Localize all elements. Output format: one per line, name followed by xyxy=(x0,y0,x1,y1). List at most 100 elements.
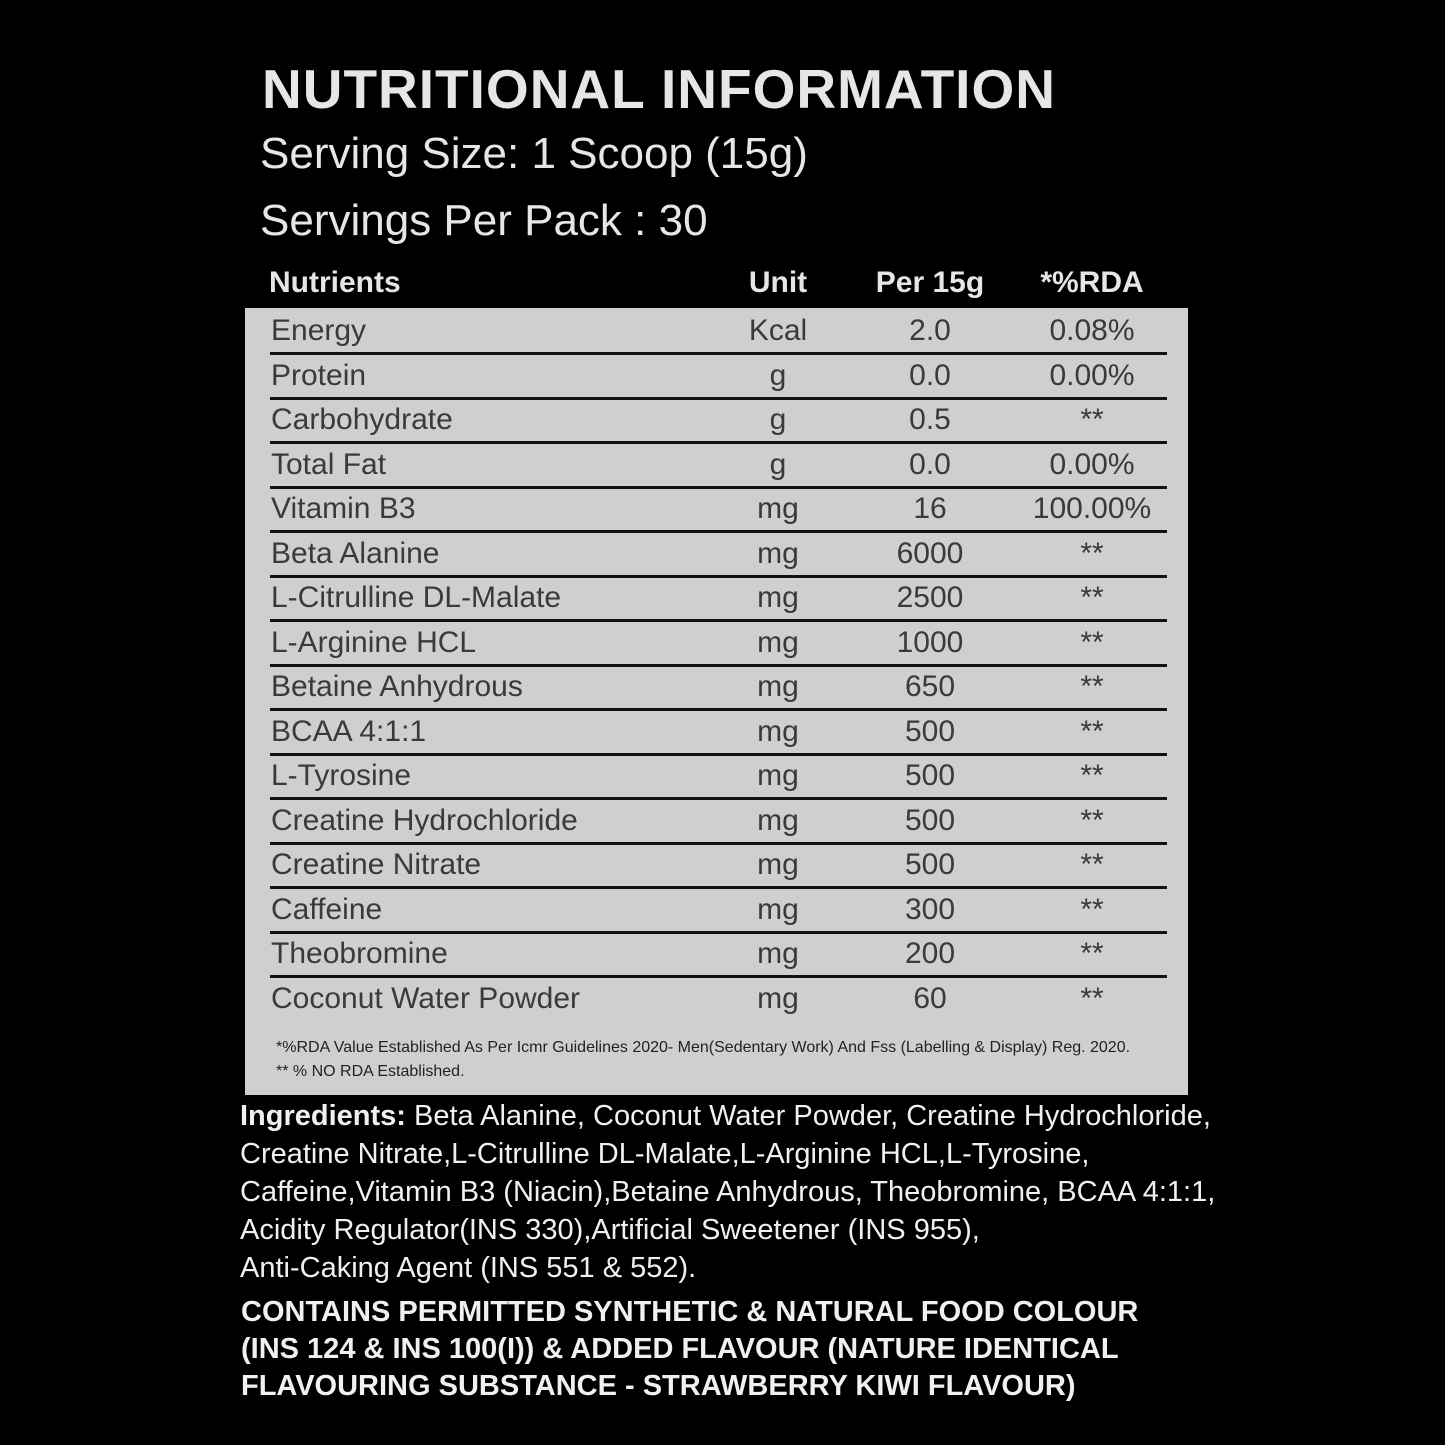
nutrient-name: BCAA 4:1:1 xyxy=(271,714,427,748)
table-cell: 2.0 xyxy=(909,314,951,347)
footnote: ** % NO RDA Established. xyxy=(276,1063,465,1080)
table-cell: 500 xyxy=(904,848,956,881)
nutrient-name: Beta Alanine xyxy=(271,536,440,570)
table-cell: mg xyxy=(757,492,799,525)
nutrient-name: Energy xyxy=(271,314,367,347)
table-cell: mg xyxy=(757,759,799,792)
table-cell: ** xyxy=(1080,536,1104,570)
table-cell: g xyxy=(769,403,787,436)
table-cell: 300 xyxy=(904,892,956,926)
nutrient-name: Betaine Anhydrous xyxy=(271,670,523,703)
nutrient-name: Theobromine xyxy=(271,937,448,970)
table-cell: ** xyxy=(1080,981,1104,1015)
ingredients-line: Creatine Nitrate,L-Citrulline DL-Malate,… xyxy=(240,1140,1089,1169)
table-cell: 1000 xyxy=(896,625,964,659)
table-cell: 0.08% xyxy=(1049,314,1135,347)
row-rule xyxy=(270,663,1167,667)
nutrient-name: Creatine Hydrochloride xyxy=(271,803,578,837)
ingredients-line: Ingredients: Beta Alanine, Coconut Water… xyxy=(240,1102,1211,1131)
servings-per-pack: Servings Per Pack : 30 xyxy=(260,196,708,245)
ingredients-label: Ingredients: xyxy=(240,1100,406,1132)
table-cell: 60 xyxy=(913,981,947,1015)
table-cell: 0.00% xyxy=(1049,358,1135,392)
table-cell: mg xyxy=(757,892,799,926)
table-cell: ** xyxy=(1080,714,1104,748)
row-rule xyxy=(270,352,1167,355)
row-rule xyxy=(270,930,1167,934)
row-rule xyxy=(270,441,1167,444)
contains-line: FLAVOURING SUBSTANCE - STRAWBERRY KIWI F… xyxy=(241,1370,1076,1402)
table-panel xyxy=(245,308,1188,1095)
table-cell: 500 xyxy=(904,759,956,792)
column-header: Nutrients xyxy=(269,266,401,299)
ingredients-line: Caffeine,Vitamin B3 (Niacin),Betaine Anh… xyxy=(240,1178,1215,1207)
table-cell: 0.00% xyxy=(1049,447,1135,481)
table-cell: mg xyxy=(757,536,799,570)
table-cell: mg xyxy=(757,670,799,703)
row-rule xyxy=(270,886,1167,889)
nutrient-name: Carbohydrate xyxy=(271,403,453,436)
table-cell: Kcal xyxy=(748,314,808,347)
table-cell: 0.0 xyxy=(909,447,951,481)
table-cell: ** xyxy=(1080,670,1104,703)
nutrient-name: L-Citrulline DL-Malate xyxy=(271,581,562,614)
table-cell: ** xyxy=(1080,803,1104,837)
table-cell: 6000 xyxy=(896,536,964,570)
table-cell: 0.5 xyxy=(909,403,951,436)
row-rule xyxy=(270,797,1167,800)
table-cell: ** xyxy=(1080,848,1104,881)
column-header: Per 15g xyxy=(875,266,985,299)
table-cell: 0.0 xyxy=(909,358,951,392)
table-cell: mg xyxy=(757,625,799,659)
row-rule xyxy=(270,396,1167,400)
table-cell: 500 xyxy=(904,714,956,748)
table-cell: 16 xyxy=(913,492,947,525)
table-cell: ** xyxy=(1080,937,1104,970)
nutrient-name: Protein xyxy=(271,358,367,392)
table-cell: mg xyxy=(757,581,799,614)
table-cell: 650 xyxy=(904,670,956,703)
title: NUTRITIONAL INFORMATION xyxy=(262,58,1056,120)
serving-size: Serving Size: 1 Scoop (15g) xyxy=(260,129,808,178)
row-rule xyxy=(270,752,1167,756)
table-cell: mg xyxy=(757,981,799,1015)
row-rule xyxy=(270,708,1167,711)
row-rule xyxy=(270,975,1167,978)
row-rule xyxy=(270,530,1167,533)
table-cell: g xyxy=(769,358,787,392)
table-cell: g xyxy=(769,447,787,481)
ingredients-line: Acidity Regulator(INS 330),Artificial Sw… xyxy=(240,1216,980,1245)
table-cell: mg xyxy=(757,803,799,837)
table-cell: 200 xyxy=(904,937,956,970)
ingredients-text: Creatine Nitrate,L-Citrulline DL-Malate,… xyxy=(240,1138,1090,1170)
table-cell: 500 xyxy=(904,803,956,837)
contains-line: CONTAINS PERMITTED SYNTHETIC & NATURAL F… xyxy=(241,1296,1139,1328)
table-cell: ** xyxy=(1080,759,1104,792)
column-header: *%RDA xyxy=(1040,266,1144,299)
nutrient-name: Coconut Water Powder xyxy=(271,981,581,1015)
nutrient-name: Vitamin B3 xyxy=(271,492,416,525)
nutrient-name: L-Arginine HCL xyxy=(271,625,477,659)
row-rule xyxy=(270,574,1167,578)
table-cell: 100.00% xyxy=(1032,492,1152,525)
ingredients-text: Anti-Caking Agent (INS 551 & 552). xyxy=(240,1252,697,1284)
table-cell: ** xyxy=(1080,892,1104,926)
table-cell: mg xyxy=(757,937,799,970)
ingredients-text: Beta Alanine, Coconut Water Powder, Crea… xyxy=(414,1100,1211,1132)
contains-line: (INS 124 & INS 100(I)) & ADDED FLAVOUR (… xyxy=(241,1333,1119,1365)
ingredients-line: Anti-Caking Agent (INS 551 & 552). xyxy=(240,1254,696,1283)
table-cell: ** xyxy=(1080,581,1104,614)
table-cell: 2500 xyxy=(896,581,964,614)
ingredients-text: Acidity Regulator(INS 330),Artificial Sw… xyxy=(240,1214,980,1246)
nutrient-name: L-Tyrosine xyxy=(271,759,412,792)
table-cell: ** xyxy=(1080,625,1104,659)
table-cell: mg xyxy=(757,848,799,881)
footnote: *%RDA Value Established As Per Icmr Guid… xyxy=(276,1039,1131,1056)
nutrient-name: Total Fat xyxy=(271,447,387,481)
row-rule xyxy=(270,619,1167,622)
table-cell: ** xyxy=(1080,403,1104,436)
column-header: Unit xyxy=(748,266,808,299)
table-cell: mg xyxy=(757,714,799,748)
row-rule xyxy=(270,485,1167,489)
